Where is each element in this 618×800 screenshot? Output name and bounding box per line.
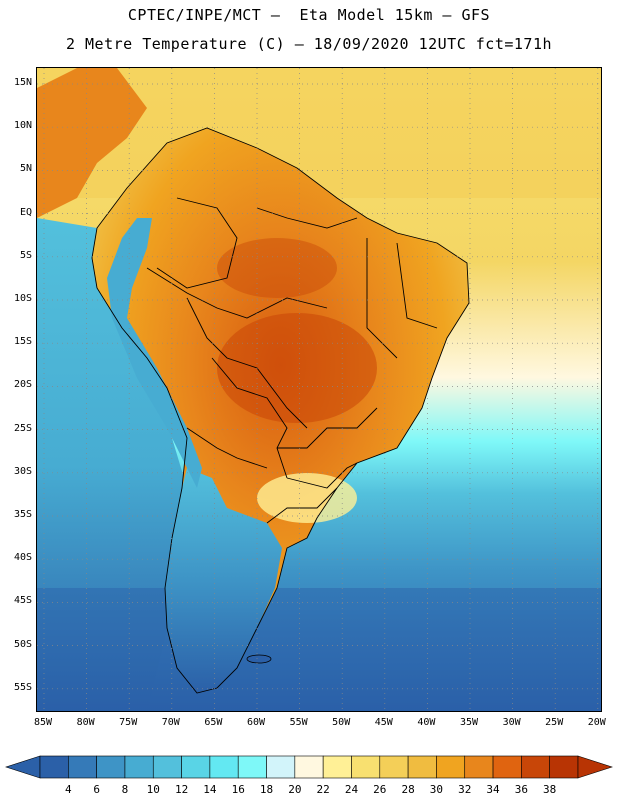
colorbar-swatch (379, 755, 409, 779)
southern-ocean (37, 588, 601, 711)
longitude-label: 45W (374, 717, 393, 728)
longitude-label: 70W (161, 717, 180, 728)
colorbar-swatch (152, 755, 182, 779)
colorbar-tick-label: 4 (65, 783, 72, 796)
colorbar-swatch (549, 755, 579, 779)
colorbar-tick-label: 20 (288, 783, 302, 796)
latitude-label: 25S (13, 422, 32, 434)
map-canvas (37, 68, 601, 711)
latitude-label: 55S (13, 681, 32, 693)
latitude-label: EQ (19, 206, 32, 218)
latitude-label: 15S (13, 336, 32, 348)
longitude-label: 60W (246, 717, 266, 728)
colorbar-tick-label: 28 (401, 783, 415, 796)
latitude-label: 10N (13, 120, 32, 132)
temperature-map (36, 67, 602, 712)
colorbar-swatch (492, 755, 522, 779)
longitude-label: 20W (587, 717, 606, 728)
latitude-label: 35S (13, 509, 32, 520)
latitude-label: 10S (13, 293, 32, 304)
central-america (37, 68, 147, 218)
longitude-label: 25W (545, 717, 564, 728)
colorbar-tick-label: 12 (174, 783, 189, 796)
colorbar-swatch (181, 755, 211, 779)
colorbar-tick-label: 26 (373, 783, 387, 796)
colorbar-swatch (464, 755, 494, 779)
longitude-label: 35W (459, 717, 479, 728)
patagonia (165, 468, 282, 693)
colorbar-swatch (39, 755, 69, 779)
colorbar-tick-label: 22 (316, 783, 330, 796)
latitude-label: 45S (13, 595, 32, 607)
colorbar-swatch (68, 755, 97, 779)
latitude-label: 15N (13, 77, 32, 88)
country-borders (91, 127, 470, 694)
pacific-ocean (37, 218, 187, 711)
latitude-label: 50S (13, 638, 32, 650)
colorbar-swatch (294, 755, 324, 779)
colorbar-tick-label: 6 (93, 783, 100, 796)
andes-mountains (107, 218, 202, 488)
colorbar-swatch (436, 755, 466, 779)
colorbar-swatch (209, 755, 239, 779)
colorbar-high-arrow (577, 755, 613, 779)
latitude-label: 40S (13, 552, 32, 564)
colorbar-swatch (124, 755, 154, 779)
colorbar-tick-label: 36 (514, 783, 528, 796)
colorbar-tick-label: 16 (231, 783, 245, 796)
colorbar-tick-label: 24 (344, 783, 359, 796)
longitude-label: 75W (119, 717, 138, 728)
pampas-region (257, 473, 357, 523)
falkland-islands (246, 654, 272, 664)
colorbar-tick-label: 10 (146, 783, 160, 796)
colorbar-tick-label: 14 (203, 783, 217, 796)
colorbar-swatch (521, 755, 550, 779)
colorbar-tick-label: 18 (259, 783, 274, 796)
map-title-line-1: CPTEC/INPE/MCT – Eta Model 15km – GFS (127, 6, 491, 24)
colorbar-tick-label: 32 (458, 783, 472, 796)
longitude-label: 40W (417, 717, 436, 728)
longitude-label: 55W (289, 717, 308, 728)
longitude-label: 30W (502, 717, 521, 728)
latitude-label: 30S (13, 465, 32, 477)
colorbar-swatch (96, 755, 126, 779)
latitude-label: 5N (19, 163, 32, 175)
map-title-line-2: 2 Metre Temperature (C) – 18/09/2020 12U… (65, 35, 553, 53)
latitude-label: 5S (19, 249, 32, 261)
hot-core-amazon (217, 238, 337, 298)
hot-core-central-brazil (217, 313, 377, 423)
colorbar-tick-label: 8 (121, 783, 129, 796)
colorbar-tick-label: 30 (429, 783, 444, 796)
colorbar-swatch (351, 755, 381, 779)
longitude-label: 85W (33, 717, 53, 728)
colorbar-tick-label: 38 (543, 783, 557, 796)
colorbar-swatch (237, 755, 267, 779)
longitude-label: 65W (204, 717, 223, 728)
colorbar (5, 755, 613, 779)
colorbar-low-arrow (5, 755, 41, 779)
longitude-label: 50W (332, 717, 351, 728)
colorbar-swatch (407, 755, 437, 779)
colorbar-tick-label: 34 (486, 783, 500, 796)
longitude-label: 80W (76, 717, 95, 728)
colorbar-swatch (322, 755, 352, 779)
latitude-label: 20S (13, 379, 32, 391)
colorbar-swatch (266, 755, 296, 779)
